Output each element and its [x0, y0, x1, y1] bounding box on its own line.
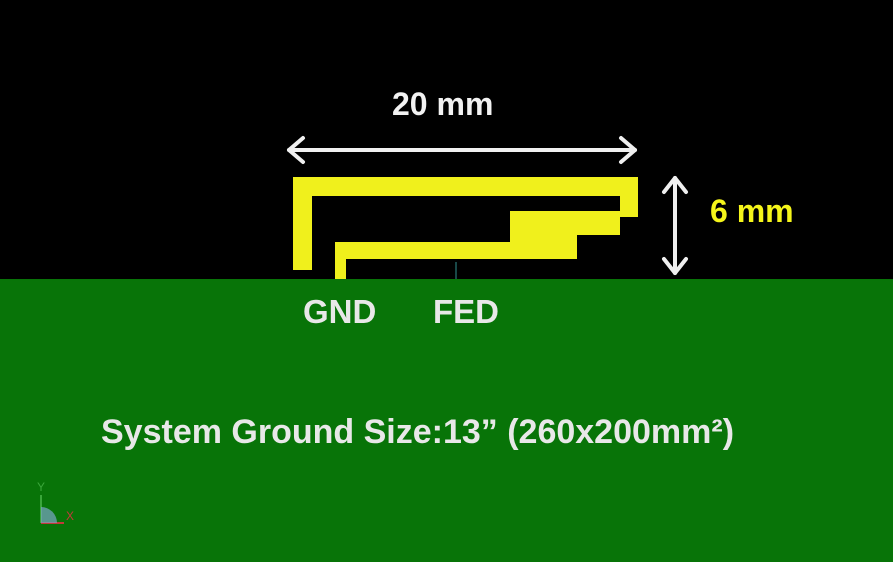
ground-size-label: System Ground Size:13” (260x200mm²) [101, 413, 735, 451]
gnd-label: GND [303, 293, 377, 330]
fed-label: FED [433, 293, 499, 330]
axis-triad [40, 495, 64, 524]
height-dimension-arrow [662, 176, 688, 275]
axis-y-label: Y [37, 480, 46, 494]
system-ground-plane [0, 279, 893, 562]
axis-x-label: X [66, 509, 75, 523]
antenna-outer-arm [293, 177, 638, 270]
width-dimension-label: 20 mm [392, 86, 494, 122]
axis-origin-arc [41, 507, 57, 523]
height-dimension-label: 6 mm [710, 193, 794, 229]
width-dimension-arrow [287, 136, 637, 164]
antenna-inner-arm [335, 211, 620, 279]
